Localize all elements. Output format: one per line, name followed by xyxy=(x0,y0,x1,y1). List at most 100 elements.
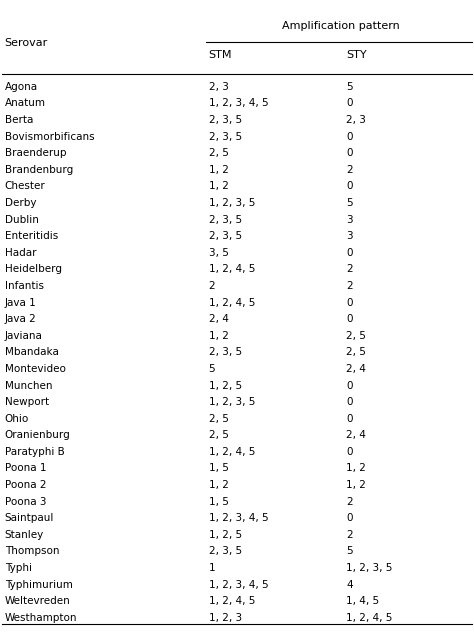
Text: 2, 3, 5: 2, 3, 5 xyxy=(209,215,242,224)
Text: 0: 0 xyxy=(346,397,353,407)
Text: 2, 4: 2, 4 xyxy=(346,364,366,374)
Text: 2: 2 xyxy=(346,496,353,507)
Text: Java 1: Java 1 xyxy=(5,298,36,307)
Text: Java 2: Java 2 xyxy=(5,314,36,324)
Text: Agona: Agona xyxy=(5,82,38,92)
Text: 2, 4: 2, 4 xyxy=(346,430,366,440)
Text: 0: 0 xyxy=(346,298,353,307)
Text: 2, 5: 2, 5 xyxy=(209,149,228,158)
Text: 5: 5 xyxy=(346,198,353,208)
Text: 0: 0 xyxy=(346,413,353,424)
Text: STY: STY xyxy=(346,50,367,60)
Text: Oranienburg: Oranienburg xyxy=(5,430,71,440)
Text: Newport: Newport xyxy=(5,397,49,407)
Text: 0: 0 xyxy=(346,314,353,324)
Text: Javiana: Javiana xyxy=(5,331,43,341)
Text: Stanley: Stanley xyxy=(5,530,44,540)
Text: Saintpaul: Saintpaul xyxy=(5,513,54,523)
Text: 2: 2 xyxy=(346,281,353,291)
Text: Munchen: Munchen xyxy=(5,381,52,390)
Text: 1, 2: 1, 2 xyxy=(346,480,366,490)
Text: Serovar: Serovar xyxy=(5,38,48,48)
Text: 2, 5: 2, 5 xyxy=(209,430,228,440)
Text: 0: 0 xyxy=(346,132,353,141)
Text: Chester: Chester xyxy=(5,181,46,192)
Text: Thompson: Thompson xyxy=(5,547,59,556)
Text: 2, 5: 2, 5 xyxy=(346,347,366,358)
Text: Poona 3: Poona 3 xyxy=(5,496,46,507)
Text: 0: 0 xyxy=(346,447,353,457)
Text: 2, 5: 2, 5 xyxy=(209,413,228,424)
Text: Poona 1: Poona 1 xyxy=(5,464,46,473)
Text: 5: 5 xyxy=(346,82,353,92)
Text: 2, 4: 2, 4 xyxy=(209,314,228,324)
Text: Braenderup: Braenderup xyxy=(5,149,66,158)
Text: Paratyphi B: Paratyphi B xyxy=(5,447,64,457)
Text: 3: 3 xyxy=(346,215,353,224)
Text: 1, 2: 1, 2 xyxy=(209,480,228,490)
Text: 1, 2, 4, 5: 1, 2, 4, 5 xyxy=(209,264,255,275)
Text: 2: 2 xyxy=(209,281,215,291)
Text: Berta: Berta xyxy=(5,115,33,125)
Text: Heidelberg: Heidelberg xyxy=(5,264,62,275)
Text: Brandenburg: Brandenburg xyxy=(5,165,73,175)
Text: 1: 1 xyxy=(209,563,215,573)
Text: 4: 4 xyxy=(346,579,353,590)
Text: Enteritidis: Enteritidis xyxy=(5,231,58,241)
Text: Infantis: Infantis xyxy=(5,281,44,291)
Text: Typhimurium: Typhimurium xyxy=(5,579,73,590)
Text: 0: 0 xyxy=(346,98,353,109)
Text: Westhampton: Westhampton xyxy=(5,613,77,623)
Text: 1, 5: 1, 5 xyxy=(209,464,228,473)
Text: 1, 2, 3, 5: 1, 2, 3, 5 xyxy=(346,563,392,573)
Text: Anatum: Anatum xyxy=(5,98,46,109)
Text: 0: 0 xyxy=(346,181,353,192)
Text: 1, 2, 4, 5: 1, 2, 4, 5 xyxy=(209,596,255,606)
Text: 1, 2: 1, 2 xyxy=(209,165,228,175)
Text: 3: 3 xyxy=(346,231,353,241)
Text: Derby: Derby xyxy=(5,198,36,208)
Text: 1, 2, 3, 5: 1, 2, 3, 5 xyxy=(209,397,255,407)
Text: 0: 0 xyxy=(346,513,353,523)
Text: 1, 2, 4, 5: 1, 2, 4, 5 xyxy=(209,298,255,307)
Text: 1, 2, 5: 1, 2, 5 xyxy=(209,381,242,390)
Text: 5: 5 xyxy=(209,364,215,374)
Text: STM: STM xyxy=(209,50,232,60)
Text: 2, 5: 2, 5 xyxy=(346,331,366,341)
Text: 3, 5: 3, 5 xyxy=(209,248,228,258)
Text: 2: 2 xyxy=(346,264,353,275)
Text: 2, 3, 5: 2, 3, 5 xyxy=(209,115,242,125)
Text: 1, 2, 4, 5: 1, 2, 4, 5 xyxy=(346,613,392,623)
Text: 2: 2 xyxy=(346,165,353,175)
Text: 1, 2: 1, 2 xyxy=(346,464,366,473)
Text: 2, 3: 2, 3 xyxy=(346,115,366,125)
Text: Montevideo: Montevideo xyxy=(5,364,65,374)
Text: 2, 3, 5: 2, 3, 5 xyxy=(209,231,242,241)
Text: 1, 4, 5: 1, 4, 5 xyxy=(346,596,379,606)
Text: Amplification pattern: Amplification pattern xyxy=(283,21,400,31)
Text: Typhi: Typhi xyxy=(5,563,32,573)
Text: Weltevreden: Weltevreden xyxy=(5,596,71,606)
Text: 1, 2, 4, 5: 1, 2, 4, 5 xyxy=(209,447,255,457)
Text: 0: 0 xyxy=(346,248,353,258)
Text: Dublin: Dublin xyxy=(5,215,38,224)
Text: 1, 5: 1, 5 xyxy=(209,496,228,507)
Text: 2: 2 xyxy=(346,530,353,540)
Text: 2, 3: 2, 3 xyxy=(209,82,228,92)
Text: 2, 3, 5: 2, 3, 5 xyxy=(209,547,242,556)
Text: Ohio: Ohio xyxy=(5,413,29,424)
Text: 1, 2, 3: 1, 2, 3 xyxy=(209,613,242,623)
Text: Poona 2: Poona 2 xyxy=(5,480,46,490)
Text: 1, 2, 3, 5: 1, 2, 3, 5 xyxy=(209,198,255,208)
Text: 1, 2, 3, 4, 5: 1, 2, 3, 4, 5 xyxy=(209,513,268,523)
Text: 0: 0 xyxy=(346,149,353,158)
Text: 2, 3, 5: 2, 3, 5 xyxy=(209,347,242,358)
Text: 0: 0 xyxy=(346,381,353,390)
Text: 1, 2: 1, 2 xyxy=(209,181,228,192)
Text: 5: 5 xyxy=(346,547,353,556)
Text: Hadar: Hadar xyxy=(5,248,36,258)
Text: Bovismorbificans: Bovismorbificans xyxy=(5,132,94,141)
Text: 1, 2, 3, 4, 5: 1, 2, 3, 4, 5 xyxy=(209,579,268,590)
Text: 1, 2, 3, 4, 5: 1, 2, 3, 4, 5 xyxy=(209,98,268,109)
Text: Mbandaka: Mbandaka xyxy=(5,347,59,358)
